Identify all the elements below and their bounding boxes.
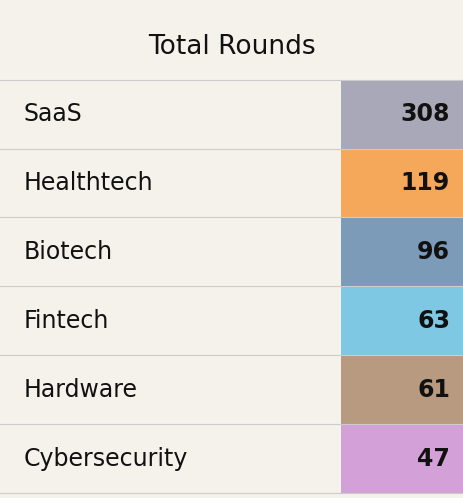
Text: SaaS: SaaS [23,102,82,126]
Bar [340,148,463,218]
Text: 308: 308 [400,102,449,126]
Text: Total Rounds: Total Rounds [148,34,315,60]
Bar [340,424,463,493]
Bar [340,218,463,286]
Text: 119: 119 [400,171,449,195]
Text: 61: 61 [416,377,449,402]
Text: Fintech: Fintech [23,309,108,333]
Text: 63: 63 [416,309,449,333]
Text: 96: 96 [416,240,449,264]
Text: Healthtech: Healthtech [23,171,152,195]
Text: 47: 47 [416,447,449,471]
Bar [340,80,463,148]
Bar [340,355,463,424]
Text: Cybersecurity: Cybersecurity [23,447,187,471]
Text: Biotech: Biotech [23,240,112,264]
Text: Hardware: Hardware [23,377,137,402]
Bar [340,286,463,355]
